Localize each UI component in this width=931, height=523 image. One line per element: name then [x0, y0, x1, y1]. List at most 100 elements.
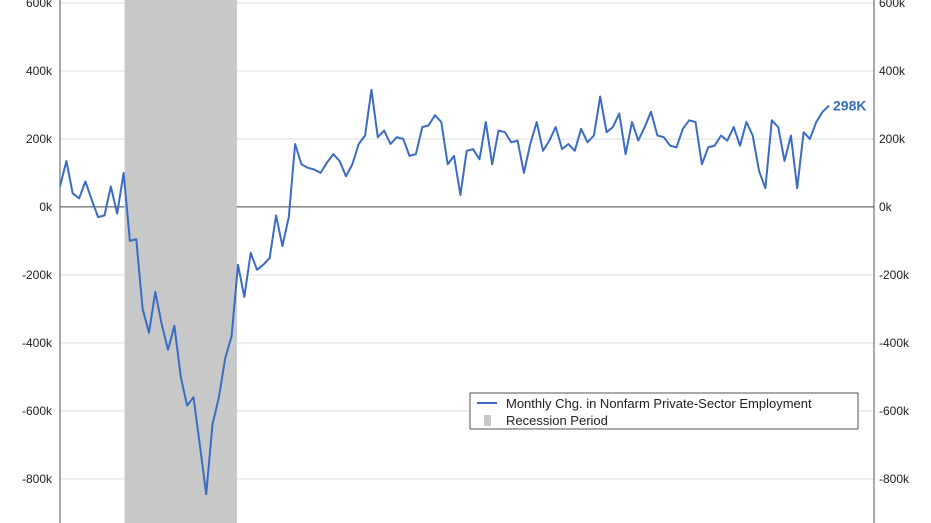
data-point: [104, 214, 106, 216]
data-point: [167, 349, 169, 351]
data-point: [294, 143, 296, 145]
y-tick-label-left: 0k: [39, 200, 53, 214]
data-point: [135, 238, 137, 240]
data-point: [250, 252, 252, 254]
data-point: [275, 214, 277, 216]
data-point: [370, 89, 372, 91]
data-point: [377, 136, 379, 138]
data-point: [123, 172, 125, 174]
data-point: [485, 121, 487, 123]
last-value-label: 298K: [833, 98, 866, 114]
data-point: [809, 138, 811, 140]
data-point: [409, 155, 411, 157]
y-tick-label-right: -400k: [879, 336, 910, 350]
y-tick-label-left: -800k: [22, 472, 53, 486]
data-point: [390, 143, 392, 145]
data-point: [720, 135, 722, 137]
data-point: [752, 135, 754, 137]
data-point: [173, 325, 175, 327]
data-point: [656, 135, 658, 137]
data-point: [580, 128, 582, 130]
legend-recession-label: Recession Period: [506, 413, 608, 428]
data-point: [218, 396, 220, 398]
data-point: [517, 140, 519, 142]
data-point: [644, 126, 646, 128]
data-point: [269, 257, 271, 259]
data-point: [396, 136, 398, 138]
data-point: [631, 121, 633, 123]
y-tick-label-right: -200k: [879, 268, 910, 282]
data-point: [459, 194, 461, 196]
data-point: [383, 130, 385, 132]
data-point: [301, 163, 303, 165]
data-point: [364, 135, 366, 137]
data-point: [815, 121, 817, 123]
data-point: [803, 131, 805, 133]
y-tick-label-right: 200k: [879, 132, 906, 146]
data-point: [618, 113, 620, 115]
data-point: [701, 163, 703, 165]
data-point: [714, 145, 716, 147]
data-point: [237, 264, 239, 266]
data-point: [510, 141, 512, 143]
data-point: [777, 126, 779, 128]
data-point: [256, 269, 258, 271]
data-point: [307, 167, 309, 169]
data-point: [542, 150, 544, 152]
y-tick-label-left: 600k: [26, 0, 53, 10]
data-point: [110, 186, 112, 188]
recession-layer: [124, 0, 237, 523]
data-point: [65, 160, 67, 162]
data-point: [91, 199, 93, 201]
data-point: [498, 130, 500, 132]
y-tick-label-right: 600k: [879, 0, 906, 10]
data-point: [733, 126, 735, 128]
data-point: [726, 140, 728, 142]
data-point: [415, 153, 417, 155]
data-point: [339, 160, 341, 162]
data-point: [561, 148, 563, 150]
data-point: [205, 493, 207, 495]
legend-series-label: Monthly Chg. in Nonfarm Private-Sector E…: [506, 396, 812, 411]
label-layer: 298K: [833, 98, 866, 114]
y-tick-label-left: -600k: [22, 404, 53, 418]
data-point: [320, 172, 322, 174]
data-point: [472, 148, 474, 150]
data-point: [59, 186, 61, 188]
data-point: [574, 150, 576, 152]
data-point: [193, 396, 195, 398]
data-point: [421, 126, 423, 128]
data-point: [180, 376, 182, 378]
data-point: [764, 187, 766, 189]
data-point: [663, 136, 665, 138]
legend: Monthly Chg. in Nonfarm Private-Sector E…: [469, 392, 859, 430]
series-layer: [59, 88, 830, 496]
data-point: [345, 175, 347, 177]
data-point: [599, 96, 601, 98]
recession-band: [124, 0, 237, 523]
data-point: [529, 143, 531, 145]
data-point: [402, 138, 404, 140]
data-point: [593, 135, 595, 137]
data-point: [625, 153, 627, 155]
data-point: [142, 308, 144, 310]
data-point: [536, 121, 538, 123]
data-point: [606, 131, 608, 133]
data-point: [612, 126, 614, 128]
y-tick-label-left: 200k: [26, 132, 53, 146]
data-point: [771, 119, 773, 121]
data-point: [231, 335, 233, 337]
data-point: [650, 111, 652, 113]
data-point: [434, 114, 436, 116]
data-point: [758, 170, 760, 172]
y-tick-label-right: -800k: [879, 472, 910, 486]
data-point: [440, 121, 442, 123]
data-point: [447, 163, 449, 165]
data-point: [224, 357, 226, 359]
data-point: [491, 163, 493, 165]
data-point: [243, 296, 245, 298]
data-point: [567, 143, 569, 145]
data-point: [84, 180, 86, 182]
